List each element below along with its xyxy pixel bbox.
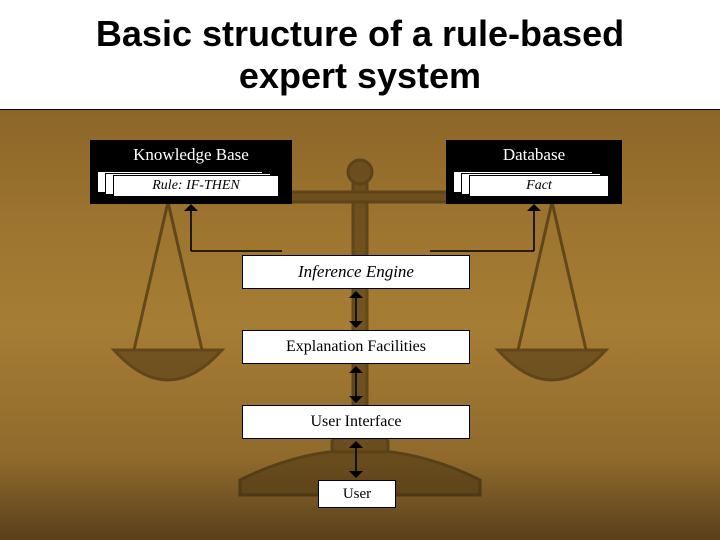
title-bar: Basic structure of a rule-based expert s… xyxy=(0,0,720,110)
explanation-facilities-label: Explanation Facilities xyxy=(286,338,426,356)
knowledge-base-title: Knowledge Base xyxy=(91,141,291,171)
user-interface-box: User Interface xyxy=(242,405,470,439)
database-title: Database xyxy=(447,141,621,171)
knowledge-base-node: Knowledge Base Rule: IF-THEN xyxy=(90,140,292,204)
database-node: Database Fact xyxy=(446,140,622,204)
kb-card-label: Rule: IF-THEN xyxy=(152,178,239,194)
user-box: User xyxy=(318,480,396,508)
inference-engine-label: Inference Engine xyxy=(298,262,414,282)
db-card-front: Fact xyxy=(469,175,609,197)
diagram-area: Knowledge Base Rule: IF-THEN Database Fa… xyxy=(0,135,720,540)
user-label: User xyxy=(343,486,371,503)
slide-title: Basic structure of a rule-based expert s… xyxy=(40,13,680,96)
kb-card-front: Rule: IF-THEN xyxy=(113,175,279,197)
explanation-facilities-box: Explanation Facilities xyxy=(242,330,470,364)
db-card-stack: Fact xyxy=(453,171,615,197)
inference-engine-box: Inference Engine xyxy=(242,255,470,289)
db-card-label: Fact xyxy=(526,178,552,194)
kb-card-stack: Rule: IF-THEN xyxy=(97,171,285,197)
user-interface-label: User Interface xyxy=(310,413,401,431)
